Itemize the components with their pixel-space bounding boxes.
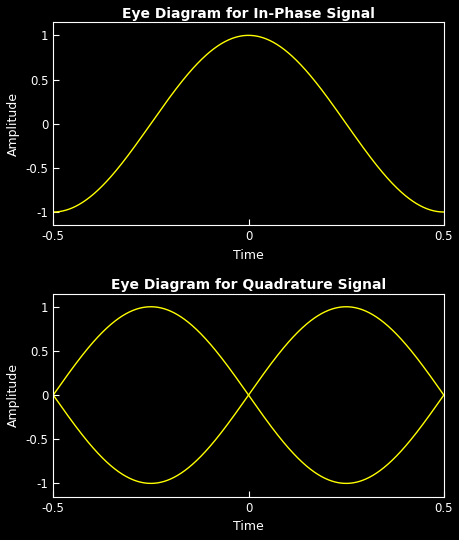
Y-axis label: Amplitude: Amplitude	[7, 363, 20, 427]
Title: Eye Diagram for Quadrature Signal: Eye Diagram for Quadrature Signal	[111, 278, 385, 292]
X-axis label: Time: Time	[233, 520, 263, 533]
Title: Eye Diagram for In-Phase Signal: Eye Diagram for In-Phase Signal	[122, 7, 374, 21]
X-axis label: Time: Time	[233, 248, 263, 262]
Y-axis label: Amplitude: Amplitude	[7, 92, 20, 156]
